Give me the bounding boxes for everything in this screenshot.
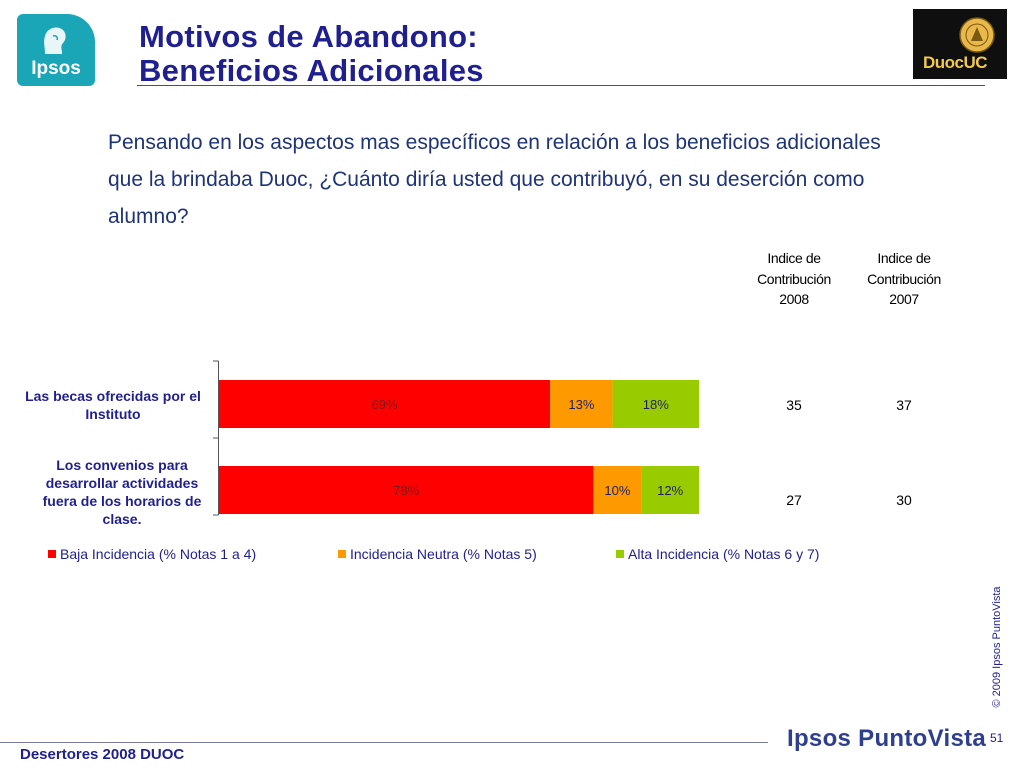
index-header-2007-line-2: Contribución [867, 270, 941, 287]
bar-data-label-1-2: 13% [568, 397, 594, 412]
category-label-becas: Las becas ofrecidas por el Instituto [13, 387, 213, 423]
footer-brand-logo: Ipsos PuntoVista [787, 725, 987, 752]
index-value-row1-2008: 35 [786, 397, 802, 413]
title-divider [137, 85, 985, 86]
footer-divider [0, 742, 768, 743]
legend-label-alta: Alta Incidencia (% Notas 6 y 7) [628, 546, 820, 562]
index-value-row2-2008: 27 [786, 492, 802, 508]
category-label-convenios-line-3: fuera de los horarios de [42, 493, 202, 509]
chart-bars: 69% 13% 18% 78% 10% 12% [219, 380, 699, 514]
index-header-2008: Indice de Contribución 2008 [744, 248, 844, 310]
bar-data-label-2-2: 10% [604, 483, 630, 498]
survey-question: Pensando en los aspectos mas específicos… [108, 131, 881, 228]
ipsos-logo-text: Ipsos [31, 58, 81, 79]
bar-segment-2-1 [219, 466, 594, 514]
index-value-row1-2007: 37 [896, 397, 912, 413]
bar-segment-1-1 [219, 380, 551, 428]
legend-item-baja: Baja Incidencia (% Notas 1 a 4) [48, 546, 256, 562]
legend-swatch-neutra [338, 550, 346, 558]
page-title-line-2: Beneficios Adicionales [139, 53, 484, 88]
index-header-2008-line-1: Indice de [767, 250, 821, 266]
category-label-becas-line-1: Las becas ofrecidas por el [25, 388, 201, 404]
bar-data-label-1-1: 69% [372, 397, 398, 412]
bar-segment-2-3 [641, 466, 699, 514]
duoc-seal-icon [959, 17, 995, 53]
page-number: 51 [990, 731, 1004, 745]
category-label-becas-line-2: Instituto [85, 406, 141, 422]
category-label-convenios-line-1: Los convenios para [56, 457, 188, 473]
category-label-convenios: Los convenios para desarrollar actividad… [22, 456, 222, 528]
legend-item-neutra: Incidencia Neutra (% Notas 5) [338, 546, 537, 562]
duoc-logo-text: DuocUC [923, 53, 988, 72]
legend-swatch-baja [48, 550, 56, 558]
index-value-row2-2007: 30 [896, 492, 912, 508]
legend-item-alta: Alta Incidencia (% Notas 6 y 7) [616, 546, 819, 562]
category-label-convenios-line-2: desarrollar actividades [45, 475, 199, 491]
bar-segment-1-3 [612, 380, 699, 428]
index-header-2008-line-3: 2008 [779, 291, 809, 307]
ipsos-face-icon [44, 27, 66, 54]
index-header-2007-line-1: Indice de [877, 250, 931, 266]
bar-segment-1-2 [550, 380, 613, 428]
index-header-2007-line-3: 2007 [889, 291, 919, 307]
index-header-2008-line-2: Contribución [757, 270, 831, 287]
copyright-notice: © 2009 Ipsos PuntoVista [991, 586, 1003, 708]
legend-label-baja: Baja Incidencia (% Notas 1 a 4) [60, 546, 257, 562]
legend-swatch-alta [616, 550, 624, 558]
ipsos-logo: Ipsos [17, 14, 95, 86]
index-header-2007: Indice de Contribución 2007 [854, 248, 954, 310]
stacked-bar-chart: 69% 13% 18% 78% 10% 12% [213, 360, 699, 516]
category-axis [213, 360, 219, 516]
bar-data-label-1-3: 18% [643, 397, 669, 412]
page-title: Motivos de Abandono: Beneficios Adiciona… [139, 20, 484, 88]
category-label-convenios-line-4: clase. [102, 511, 142, 527]
duoc-logo: DuocUC [913, 9, 1007, 79]
legend-label-neutra: Incidencia Neutra (% Notas 5) [350, 546, 537, 562]
bar-segment-2-2 [593, 466, 642, 514]
bar-data-label-2-1: 78% [393, 483, 419, 498]
footer-title: Desertores 2008 DUOC [20, 746, 185, 763]
page-title-line-1: Motivos de Abandono: [139, 19, 478, 54]
bar-data-label-2-3: 12% [657, 483, 683, 498]
